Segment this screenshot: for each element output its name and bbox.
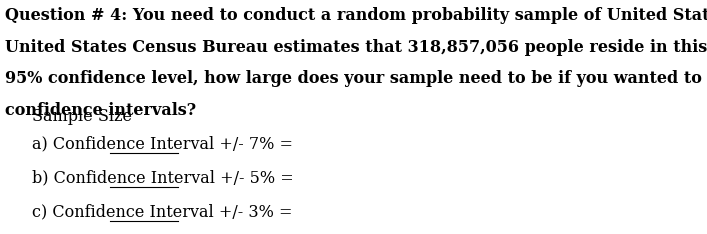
Text: confidence intervals?: confidence intervals?	[5, 102, 196, 119]
Text: Question # 4: You need to conduct a random probability sample of United States r: Question # 4: You need to conduct a rand…	[5, 7, 707, 24]
Text: a) Confidence Interval +/- 7% =: a) Confidence Interval +/- 7% =	[33, 136, 298, 153]
Text: b) Confidence Interval +/- 5% =: b) Confidence Interval +/- 5% =	[33, 170, 299, 187]
Text: United States Census Bureau estimates that 318,857,056 people reside in this cou: United States Census Bureau estimates th…	[5, 39, 707, 56]
Text: 95% confidence level, how large does your sample need to be if you wanted to hav: 95% confidence level, how large does you…	[5, 70, 707, 87]
Text: c) Confidence Interval +/- 3% =: c) Confidence Interval +/- 3% =	[33, 204, 298, 221]
Text: Sample Size: Sample Size	[33, 108, 132, 125]
